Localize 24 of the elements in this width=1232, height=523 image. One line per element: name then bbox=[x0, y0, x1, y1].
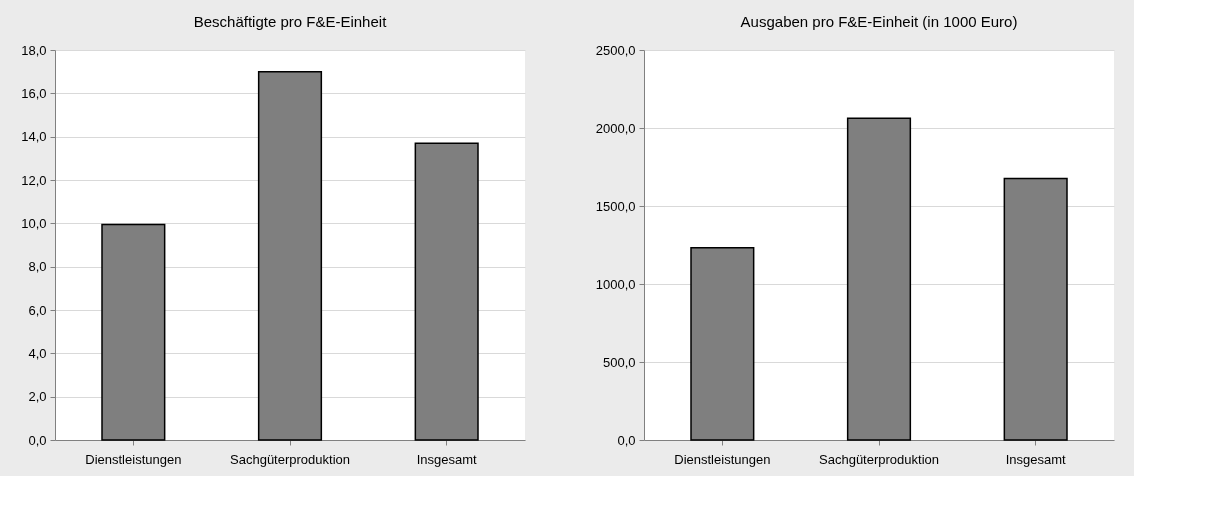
chart-title: Beschäftigte pro F&E-Einheit bbox=[193, 13, 388, 30]
y-tick-label: 10,0 bbox=[21, 215, 47, 231]
y-tick-label: 500,0 bbox=[602, 354, 636, 370]
y-tick-label: 0,0 bbox=[28, 432, 47, 448]
y-tick-label: 18,0 bbox=[21, 42, 47, 58]
x-tick-label: Insgesamt bbox=[416, 451, 478, 467]
y-tick-label: 2000,0 bbox=[595, 120, 636, 136]
x-tick-label: Dienstleistungen bbox=[85, 451, 182, 467]
x-tick-label: Insgesamt bbox=[1005, 451, 1067, 467]
y-tick-label: 2500,0 bbox=[595, 42, 636, 58]
y-tick-label: 14,0 bbox=[21, 129, 47, 145]
x-tick-label: Sachgüterproduktion bbox=[230, 451, 350, 467]
y-tick-label: 0,0 bbox=[617, 432, 636, 448]
y-tick-label: 12,0 bbox=[21, 172, 47, 188]
y-tick-label: 1000,0 bbox=[595, 276, 636, 292]
x-tick-label: Sachgüterproduktion bbox=[819, 451, 939, 467]
y-tick-label: 2,0 bbox=[28, 389, 47, 405]
y-tick-label: 6,0 bbox=[28, 302, 47, 318]
x-tick-label: Dienstleistungen bbox=[674, 451, 771, 467]
chart-title: Ausgaben pro F&E-Einheit (in 1000 Euro) bbox=[740, 13, 1018, 30]
y-tick-label: 8,0 bbox=[28, 259, 47, 275]
y-tick-label: 1500,0 bbox=[595, 198, 636, 214]
y-tick-label: 16,0 bbox=[21, 85, 47, 101]
y-tick-label: 4,0 bbox=[28, 345, 47, 361]
